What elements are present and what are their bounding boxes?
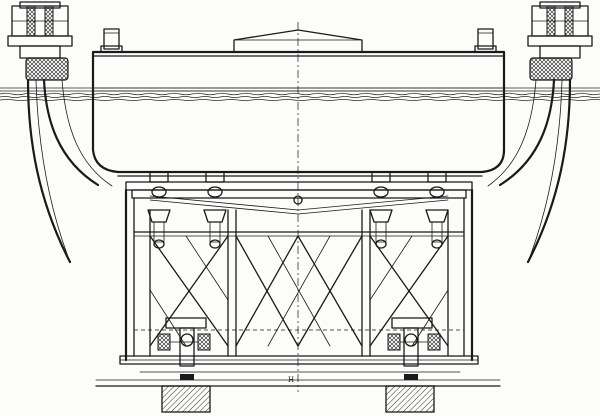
bollard-left	[100, 28, 123, 53]
lamp-2	[203, 209, 227, 249]
pump-unit-right	[527, 1, 593, 81]
lamp-3	[369, 209, 393, 249]
wheel-carriage-right	[387, 317, 441, 380]
foundation-blocks	[161, 385, 435, 413]
lamp-1	[147, 209, 171, 249]
flexible-hose-right	[487, 78, 572, 264]
drawing-label-mark: H	[288, 376, 294, 384]
bollard-right	[474, 28, 497, 53]
lamp-4	[425, 209, 449, 249]
suspension-lamps	[147, 171, 449, 249]
cradle-frame	[119, 181, 479, 365]
cross-bracing	[149, 235, 449, 347]
pump-unit-left	[7, 1, 73, 81]
water-surface	[0, 87, 600, 101]
flexible-hose-left	[26, 78, 113, 264]
pontoon-hull	[91, 28, 506, 177]
wheel-carriage-left	[157, 317, 211, 380]
